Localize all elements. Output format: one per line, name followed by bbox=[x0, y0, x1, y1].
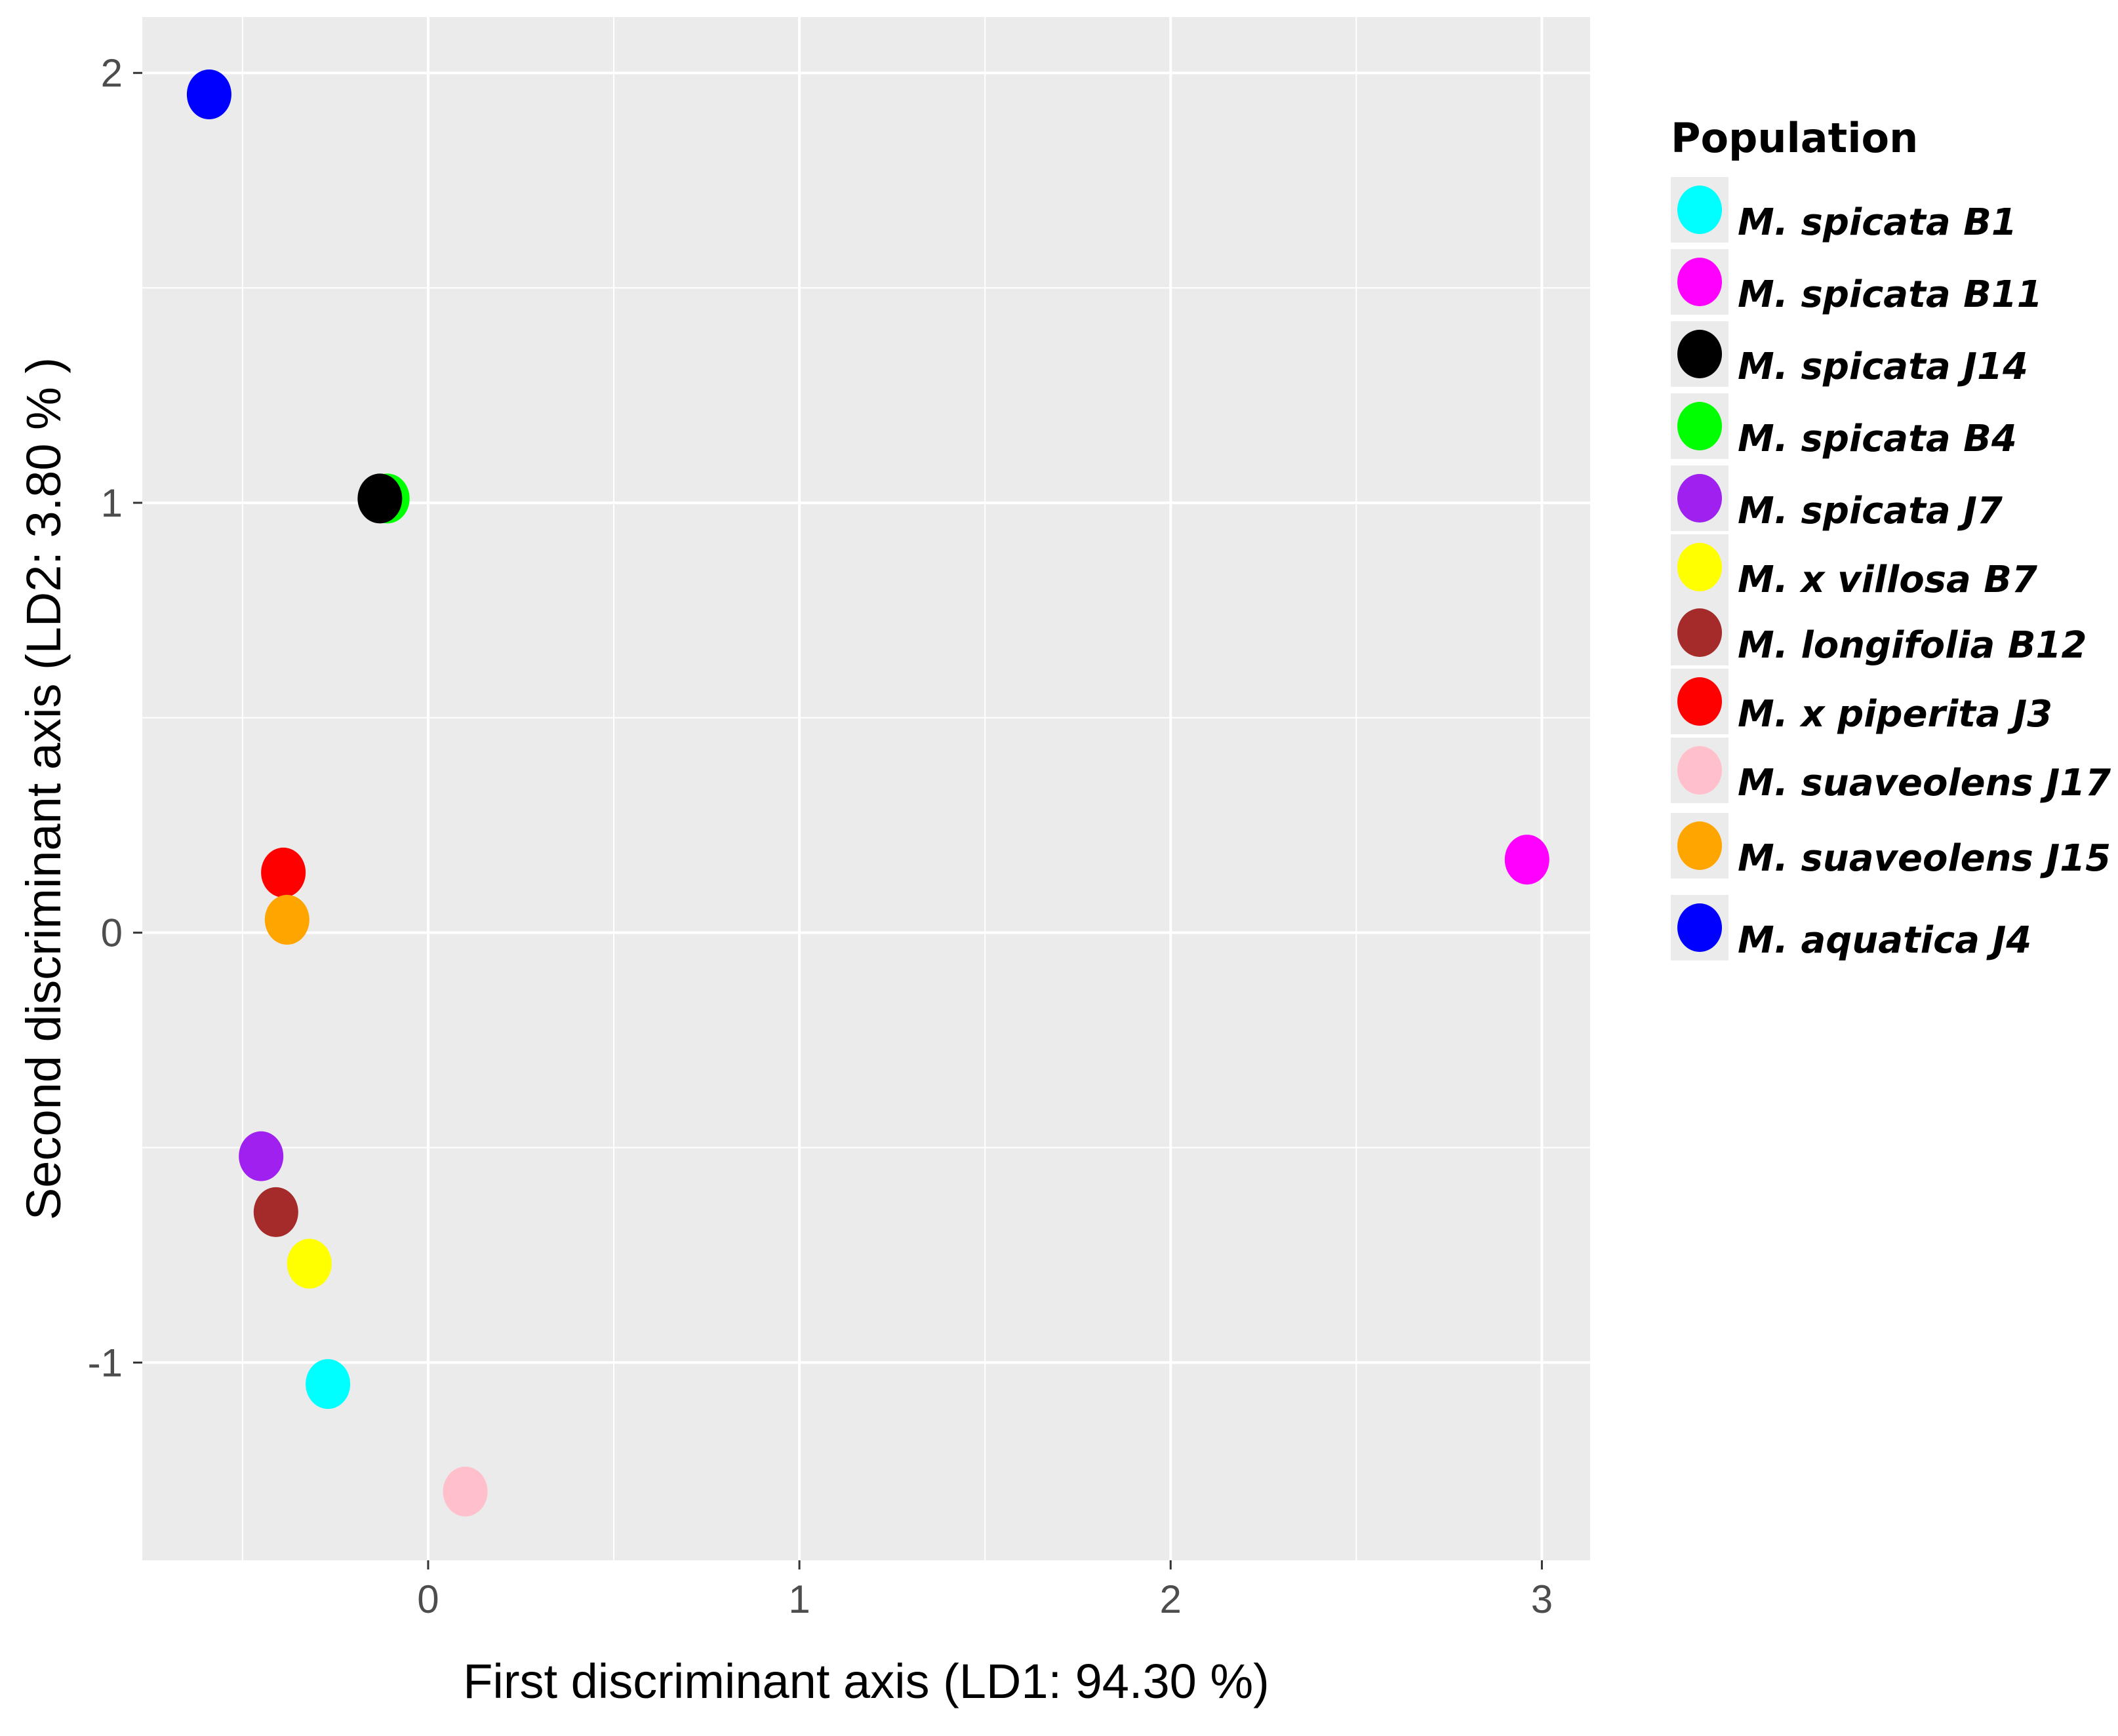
legend-key-m-suaveolens-j17 bbox=[1677, 746, 1722, 795]
legend-label-m-x-villosa-b7: M. x villosa B7 bbox=[1738, 559, 2037, 601]
data-point-m-aquatica-j4 bbox=[186, 69, 231, 120]
x-tick-label: 0 bbox=[417, 1577, 439, 1621]
legend-key-m-spicata-j7 bbox=[1677, 474, 1722, 523]
legend-key-m-spicata-b4 bbox=[1677, 402, 1722, 450]
x-axis-title: First discriminant axis (LD1: 94.30 %) bbox=[463, 1654, 1269, 1708]
data-point-m-x-piperita-j3 bbox=[261, 847, 306, 898]
legend-label-m-suaveolens-j17: M. suaveolens J17 bbox=[1738, 762, 2111, 804]
legend-label-m-spicata-b1: M. spicata B1 bbox=[1738, 201, 2017, 244]
legend-key-m-x-villosa-b7 bbox=[1677, 543, 1722, 591]
y-tick-label: 1 bbox=[101, 481, 123, 525]
legend-key-m-spicata-b11 bbox=[1677, 258, 1722, 306]
data-point-m-longifolia-b12 bbox=[253, 1187, 298, 1237]
data-point-m-spicata-b1 bbox=[306, 1359, 351, 1410]
y-axis-title: Second discriminant axis (LD2: 3.80 % ) bbox=[16, 357, 71, 1220]
legend-label-m-longifolia-b12: M. longifolia B12 bbox=[1738, 624, 2087, 667]
legend-label-m-spicata-j7: M. spicata J7 bbox=[1738, 490, 2003, 532]
y-tick-label: -1 bbox=[88, 1341, 123, 1385]
y-tick-label: 2 bbox=[101, 51, 123, 95]
x-axis-ticks: 0 1 2 3 bbox=[417, 1560, 1553, 1621]
legend-title: Population bbox=[1671, 114, 1918, 162]
data-point-m-spicata-j14 bbox=[357, 473, 403, 524]
legend-key-m-longifolia-b12 bbox=[1677, 608, 1722, 657]
legend: Population M. spicata B1 M. spicata B11 M.… bbox=[1671, 114, 2111, 962]
legend-label-m-suaveolens-j15: M. suaveolens J15 bbox=[1738, 837, 2111, 880]
legend-key-m-spicata-j14 bbox=[1677, 330, 1722, 378]
legend-label-m-x-piperita-j3: M. x piperita J3 bbox=[1738, 693, 2052, 736]
x-tick-label: 1 bbox=[788, 1577, 810, 1621]
x-tick-label: 3 bbox=[1531, 1577, 1553, 1621]
legend-label-m-spicata-j14: M. spicata J14 bbox=[1738, 345, 2028, 388]
data-point-m-spicata-j7 bbox=[239, 1131, 284, 1181]
data-points bbox=[186, 69, 1549, 1517]
legend-label-m-spicata-b4: M. spicata B4 bbox=[1738, 418, 2017, 460]
y-axis-ticks: -1 0 1 2 bbox=[88, 51, 142, 1385]
y-tick-label: 0 bbox=[101, 911, 123, 955]
legend-key-m-x-piperita-j3 bbox=[1677, 677, 1722, 726]
legend-label-m-spicata-b11: M. spicata B11 bbox=[1738, 273, 2043, 316]
data-point-m-suaveolens-j17 bbox=[443, 1467, 488, 1517]
x-tick-label: 2 bbox=[1160, 1577, 1182, 1621]
data-point-m-spicata-b11 bbox=[1504, 835, 1549, 885]
legend-key-m-aquatica-j4 bbox=[1677, 903, 1722, 952]
legend-key-m-spicata-b1 bbox=[1677, 186, 1722, 234]
minor-gridlines bbox=[142, 17, 1590, 1560]
legend-key-m-suaveolens-j15 bbox=[1677, 821, 1722, 870]
legend-label-m-aquatica-j4: M. aquatica J4 bbox=[1738, 919, 2031, 962]
plot-panel bbox=[142, 17, 1590, 1560]
data-point-m-suaveolens-j15 bbox=[264, 894, 310, 945]
data-point-m-x-villosa-b7 bbox=[287, 1238, 332, 1289]
